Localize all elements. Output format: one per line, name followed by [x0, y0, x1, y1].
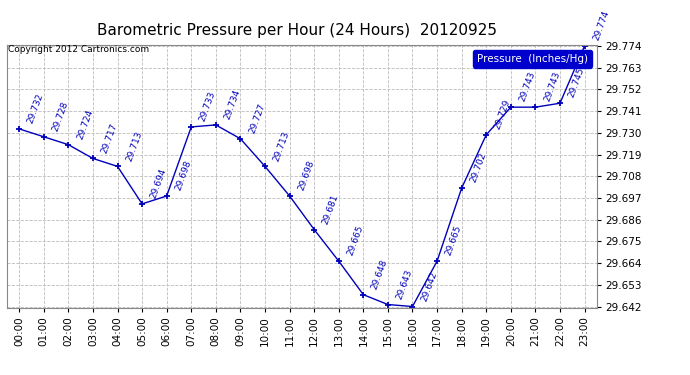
Text: 29.713: 29.713 [124, 129, 144, 162]
Text: 29.698: 29.698 [297, 159, 316, 192]
Pressure  (Inches/Hg) [457, 186, 466, 190]
Pressure  (Inches/Hg) [138, 202, 146, 206]
Pressure  (Inches/Hg) [286, 194, 294, 198]
Text: 29.665: 29.665 [444, 224, 463, 257]
Text: 29.717: 29.717 [100, 122, 119, 154]
Pressure  (Inches/Hg) [64, 142, 72, 147]
Text: 29.734: 29.734 [223, 88, 242, 121]
Pressure  (Inches/Hg) [15, 127, 23, 131]
Pressure  (Inches/Hg) [163, 194, 171, 198]
Text: 29.743: 29.743 [542, 70, 562, 103]
Pressure  (Inches/Hg) [556, 101, 564, 105]
Pressure  (Inches/Hg) [580, 44, 589, 48]
Pressure  (Inches/Hg) [384, 302, 392, 307]
Text: 29.774: 29.774 [591, 9, 611, 42]
Text: Copyright 2012 Cartronics.com: Copyright 2012 Cartronics.com [8, 45, 150, 54]
Pressure  (Inches/Hg) [433, 259, 441, 263]
Text: 29.713: 29.713 [272, 129, 291, 162]
Text: 29.643: 29.643 [395, 268, 414, 300]
Pressure  (Inches/Hg) [335, 259, 343, 263]
Pressure  (Inches/Hg) [506, 105, 515, 110]
Pressure  (Inches/Hg) [531, 105, 540, 110]
Pressure  (Inches/Hg) [236, 136, 244, 141]
Text: 29.702: 29.702 [469, 152, 488, 184]
Text: 29.694: 29.694 [149, 167, 168, 200]
Pressure  (Inches/Hg) [261, 164, 269, 169]
Text: 29.732: 29.732 [26, 92, 46, 125]
Text: 29.698: 29.698 [174, 159, 193, 192]
Text: 29.724: 29.724 [75, 108, 95, 141]
Text: 29.681: 29.681 [321, 193, 340, 225]
Pressure  (Inches/Hg) [482, 132, 491, 137]
Pressure  (Inches/Hg) [113, 164, 121, 169]
Pressure  (Inches/Hg) [408, 304, 417, 309]
Text: 29.665: 29.665 [346, 224, 365, 257]
Text: 29.648: 29.648 [371, 258, 389, 291]
Pressure  (Inches/Hg) [89, 156, 97, 161]
Text: Barometric Pressure per Hour (24 Hours)  20120925: Barometric Pressure per Hour (24 Hours) … [97, 22, 497, 38]
Legend: Pressure  (Inches/Hg): Pressure (Inches/Hg) [473, 50, 591, 68]
Text: 29.743: 29.743 [518, 70, 537, 103]
Line: Pressure  (Inches/Hg): Pressure (Inches/Hg) [16, 42, 588, 310]
Text: 29.642: 29.642 [420, 270, 439, 302]
Pressure  (Inches/Hg) [39, 135, 48, 139]
Text: 29.727: 29.727 [248, 102, 266, 135]
Pressure  (Inches/Hg) [187, 124, 195, 129]
Pressure  (Inches/Hg) [310, 227, 318, 232]
Text: 29.729: 29.729 [493, 98, 513, 130]
Pressure  (Inches/Hg) [212, 123, 220, 127]
Text: 29.728: 29.728 [51, 100, 70, 133]
Text: 29.733: 29.733 [198, 90, 217, 123]
Text: 29.745: 29.745 [567, 66, 586, 99]
Pressure  (Inches/Hg) [359, 292, 368, 297]
